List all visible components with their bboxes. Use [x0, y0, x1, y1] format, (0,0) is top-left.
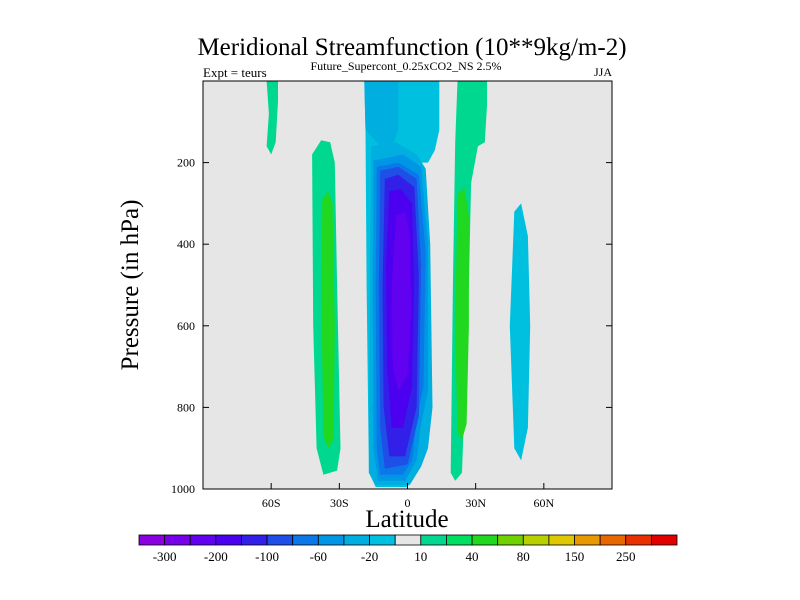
- colorbar-label: 80: [517, 549, 530, 564]
- x-axis-ticks: 60S 30S 0 30N 60N: [262, 483, 554, 510]
- colorbar-label: -100: [255, 549, 279, 564]
- colorbar: -300 -200 -100 -60 -20 10 40 80 150 250: [138, 534, 678, 564]
- x-tick-label: 30S: [330, 496, 349, 510]
- y-tick-label: 400: [177, 237, 195, 251]
- colorbar-swatch: [266, 534, 294, 546]
- y-axis-ticks: 200 400 600 800 1000: [171, 156, 612, 496]
- contour-region-2: [412, 81, 440, 163]
- x-axis-label: Latitude: [365, 506, 448, 533]
- x-tick-label: 60N: [533, 496, 554, 510]
- contour-region-15: [455, 187, 469, 440]
- contour-region-10: [391, 211, 411, 392]
- x-tick-label: 0: [405, 496, 411, 510]
- colorbar-swatch: [215, 534, 242, 546]
- colorbar-swatch: [650, 534, 678, 546]
- colorbar-swatch: [394, 534, 422, 546]
- contour-region-12: [321, 191, 335, 449]
- contour-region-3: [364, 81, 399, 147]
- y-axis-label: Pressure (in hPa): [117, 200, 144, 371]
- colorbar-label: 40: [466, 549, 479, 564]
- contour-regions: [266, 81, 531, 487]
- colorbar-label: -200: [204, 549, 228, 564]
- y-tick-label: 600: [177, 319, 195, 333]
- colorbar-swatch: [420, 534, 447, 546]
- colorbar-label: -300: [153, 549, 177, 564]
- colorbar-swatch: [497, 534, 524, 546]
- colorbar-swatch: [343, 534, 370, 546]
- y-tick-label: 800: [177, 400, 195, 414]
- run-label: Future_Supercont_0.25xCO2_NS 2.5%: [311, 59, 502, 73]
- chart-title: Meridional Streamfunction (10**9kg/m-2): [197, 34, 626, 61]
- colorbar-swatch: [446, 534, 473, 546]
- colorbar-swatch: [522, 534, 550, 546]
- colorbar-label: -60: [310, 549, 327, 564]
- colorbar-swatch: [292, 534, 319, 546]
- colorbar-label: 250: [616, 549, 636, 564]
- colorbar-swatch: [369, 534, 396, 546]
- colorbar-label: -20: [361, 549, 378, 564]
- colorbar-swatch: [625, 534, 652, 546]
- colorbar-label: 10: [414, 549, 427, 564]
- colorbar-swatch: [599, 534, 627, 546]
- contour-region-16: [509, 203, 531, 461]
- x-tick-label: 30N: [465, 496, 486, 510]
- colorbar-swatch: [138, 534, 166, 546]
- colorbar-swatch: [241, 534, 268, 546]
- y-tick-label: 1000: [171, 482, 195, 496]
- colorbar-swatch: [471, 534, 499, 546]
- colorbar-swatch: [189, 534, 217, 546]
- colorbar-label: 150: [565, 549, 585, 564]
- experiment-label: Expt = teurs: [203, 65, 267, 80]
- x-tick-label: 60S: [262, 496, 281, 510]
- colorbar-swatch: [317, 534, 345, 546]
- colorbar-swatch: [548, 534, 575, 546]
- colorbar-swatch: [574, 534, 601, 546]
- colorbar-swatch: [164, 534, 191, 546]
- contour-region-13: [266, 81, 278, 155]
- season-label: JJA: [594, 65, 612, 79]
- y-tick-label: 200: [177, 156, 195, 170]
